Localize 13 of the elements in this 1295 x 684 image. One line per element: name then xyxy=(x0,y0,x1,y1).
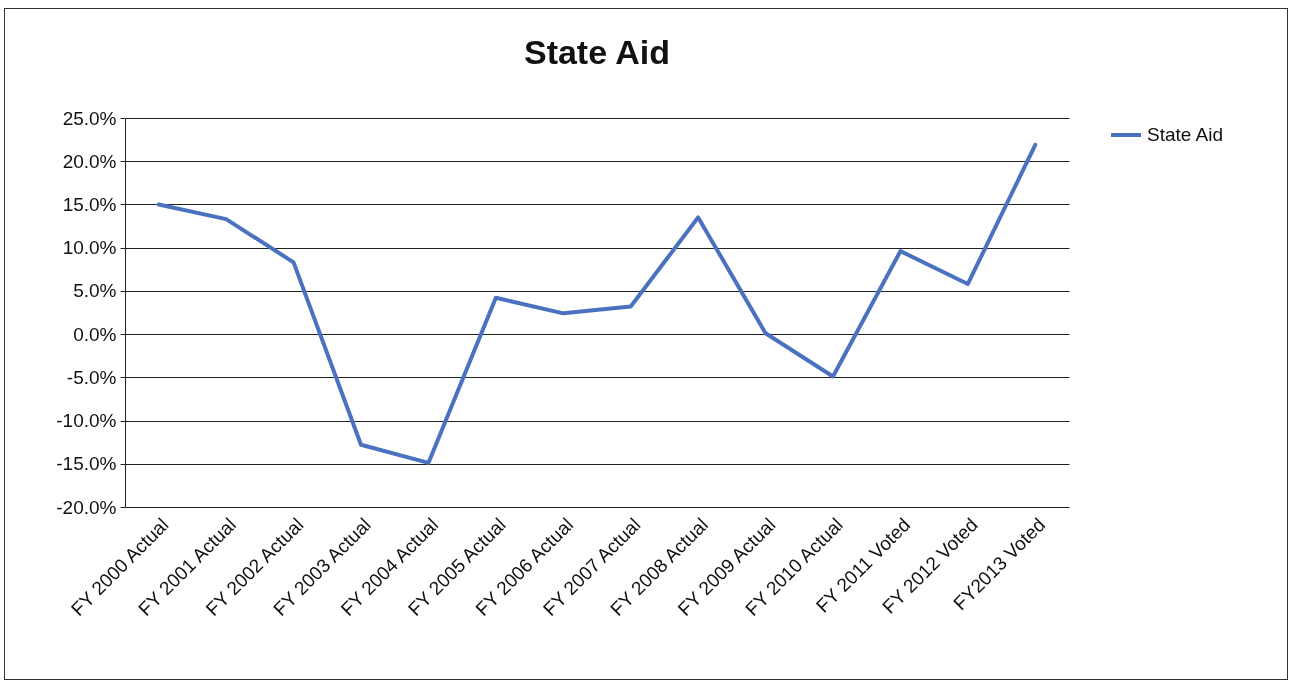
chart-title: State Aid xyxy=(523,33,671,71)
y-tick-label: -5.0% xyxy=(66,366,117,388)
y-tick-label: 15.0% xyxy=(62,193,117,215)
y-tick-label: -10.0% xyxy=(56,410,117,432)
y-tick-label: 0.0% xyxy=(73,323,117,345)
y-tick-label: -15.0% xyxy=(56,453,117,475)
legend-label: State Aid xyxy=(1147,124,1224,145)
y-tick-label: 10.0% xyxy=(62,237,117,259)
line-series xyxy=(156,142,1038,465)
y-tick-label: -20.0% xyxy=(56,496,117,518)
y-tick-label: 25.0% xyxy=(62,107,117,129)
y-tick-label: 5.0% xyxy=(73,280,117,302)
y-tick-label: 20.0% xyxy=(62,150,117,172)
